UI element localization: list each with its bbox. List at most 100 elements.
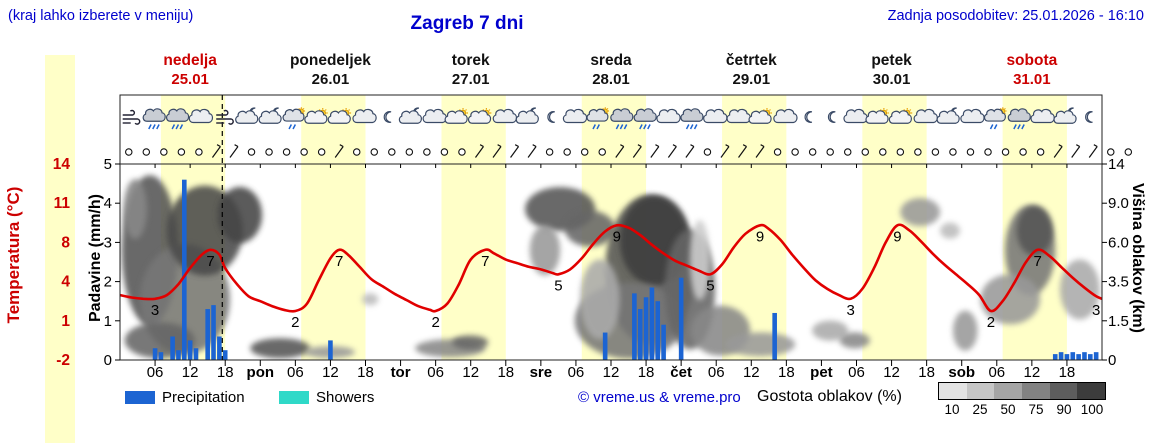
cloud-icon (726, 108, 751, 124)
svg-text:3: 3 (846, 302, 854, 319)
svg-text:7: 7 (335, 253, 343, 270)
day-headers-row: nedelja 25.01 ponedeljek 26.01 torek 27.01 sre… (0, 52, 1152, 92)
day-date: 26.01 (311, 71, 350, 88)
moon-icon (383, 111, 392, 123)
cloud-moon-icon (235, 107, 259, 124)
svg-text:sre: sre (530, 364, 553, 381)
svg-text:06: 06 (147, 364, 164, 381)
moon-icon (1085, 111, 1093, 123)
svg-text:9: 9 (613, 228, 621, 245)
showers-icon (282, 107, 306, 130)
day-date: 25.01 (171, 71, 209, 88)
sun-cloud-icon (327, 108, 352, 124)
cloud-scale-value: 75 (1028, 402, 1044, 417)
svg-text:14: 14 (1108, 156, 1125, 173)
rain-icon (610, 108, 634, 130)
svg-text:sob: sob (948, 364, 975, 381)
wind-barb-icon (527, 144, 537, 158)
wind-barb-icon (492, 144, 502, 158)
cloud-density-scale-values: 10 25 50 75 90 100 (938, 402, 1106, 417)
svg-text:2: 2 (987, 314, 995, 331)
svg-text:5: 5 (104, 156, 112, 173)
calm-wind-icon (580, 148, 589, 156)
credit-link[interactable]: © vreme.us & vreme.pro (578, 389, 741, 406)
sun-cloud-icon (444, 108, 468, 124)
precipitation-bars (152, 179, 1099, 360)
day-name: sobota (1006, 52, 1058, 69)
temperature-value-labels: 3 7 2 7 2 7 5 9 5 9 3 9 2 7 3 (151, 228, 1100, 331)
svg-text:čet: čet (670, 364, 692, 381)
wind-barb-icon (667, 144, 677, 158)
day-date: 31.01 (1013, 71, 1051, 88)
svg-text:12: 12 (603, 364, 620, 381)
calm-wind-icon (1001, 148, 1010, 156)
svg-text:18: 18 (918, 364, 935, 381)
day-name: ponedeljek (289, 52, 371, 69)
wind-barb-icon (755, 144, 765, 158)
rain-icon (1007, 108, 1031, 130)
svg-text:18: 18 (638, 364, 655, 381)
svg-text:3.5: 3.5 (1108, 274, 1129, 291)
svg-text:0: 0 (1108, 352, 1116, 369)
calm-wind-icon (142, 148, 151, 156)
svg-text:pet: pet (810, 364, 833, 381)
svg-text:3: 3 (1092, 302, 1100, 319)
showers-legend-label: Showers (316, 389, 375, 406)
calm-wind-icon (247, 148, 256, 156)
showers-legend-swatch (279, 391, 309, 404)
rain-icon (680, 108, 704, 130)
day-date: 29.01 (732, 71, 771, 88)
svg-text:18: 18 (357, 364, 374, 381)
cloud-icon (422, 108, 447, 124)
cloud-icon (492, 108, 518, 124)
calm-wind-icon (458, 148, 466, 156)
calm-wind-icon (160, 148, 168, 156)
temperature-axis-label: Temperatura (°C) (4, 186, 23, 324)
svg-text:12: 12 (322, 364, 339, 381)
wind-barb-icon (510, 144, 520, 158)
svg-text:06: 06 (568, 364, 585, 381)
calm-wind-icon (773, 148, 782, 156)
day-header-petek: petek 30.01 (822, 52, 962, 88)
svg-text:06: 06 (848, 364, 865, 381)
svg-text:7: 7 (481, 253, 489, 270)
calm-wind-icon (1124, 148, 1133, 156)
last-update-timestamp: Zadnja posodobitev: 25.01.2026 - 16:10 (887, 8, 1144, 24)
cloud-moon-icon (258, 107, 282, 124)
calm-wind-icon (300, 148, 308, 156)
calm-wind-icon (949, 148, 957, 156)
day-header-torek: torek 27.01 (401, 52, 541, 88)
calm-wind-icon (843, 148, 852, 156)
weather-icons-row (122, 107, 1093, 130)
cloud-scale-segment (1077, 383, 1106, 399)
cloud-scale-segment (994, 383, 1023, 399)
day-header-sobota: sobota 31.01 (962, 52, 1102, 88)
cloud-scale-value: 90 (1056, 402, 1072, 417)
menu-hint: (kraj lahko izberete v meniju) (8, 8, 194, 24)
cloud-height-axis-label: Višina oblakov (km) (1129, 183, 1146, 333)
wind-barb-icon (474, 144, 484, 158)
cloud-scale-value: 25 (972, 402, 988, 417)
svg-text:5: 5 (706, 277, 714, 294)
svg-text:3: 3 (104, 234, 112, 251)
precipitation-axis-label: Padavine (mm/h) (87, 193, 104, 323)
cloud-moon-icon (398, 107, 422, 124)
moon-icon (547, 111, 555, 123)
svg-text:9: 9 (756, 228, 764, 245)
cloud-icon (703, 108, 728, 124)
day-name: torek (451, 52, 490, 69)
svg-text:9.0: 9.0 (1108, 195, 1129, 212)
cloud-moon-icon (515, 107, 539, 124)
wind-symbol-row (125, 144, 1133, 158)
cloud-scale-segment (939, 383, 967, 399)
wind-barb-icon (632, 144, 642, 158)
wind-barb-icon (685, 144, 695, 158)
sun-cloud-icon (748, 108, 772, 124)
calm-wind-icon (1019, 148, 1027, 156)
calm-wind-icon (423, 148, 431, 156)
cloud-density-blobs (121, 175, 1100, 359)
sun-cloud-icon (888, 108, 913, 124)
showers-icon (586, 107, 610, 130)
svg-text:4: 4 (104, 195, 112, 212)
calm-wind-icon (388, 148, 396, 156)
